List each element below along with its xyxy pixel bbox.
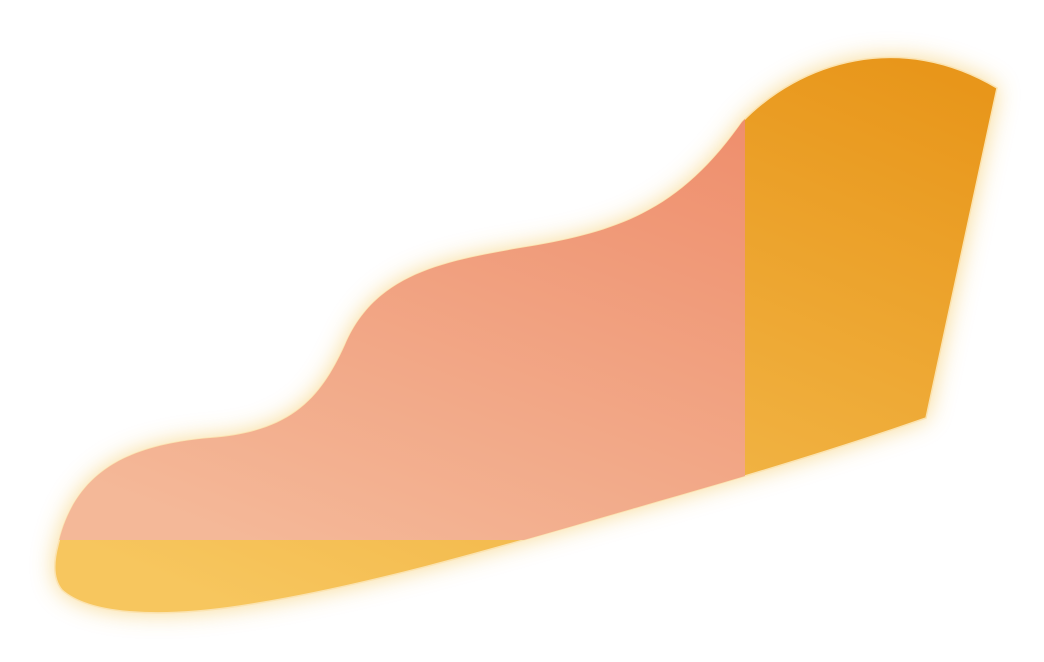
salmon-overlay-region <box>54 57 745 540</box>
